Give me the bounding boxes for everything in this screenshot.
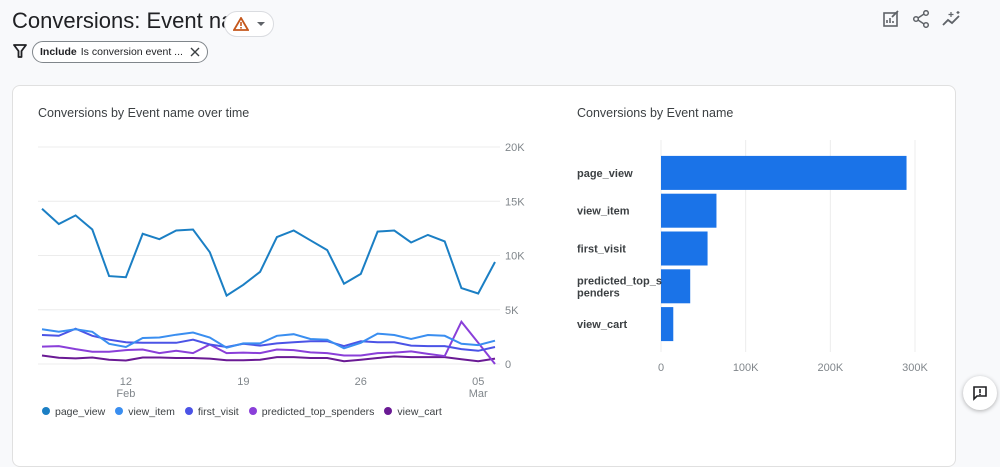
legend-item-page_view[interactable]: page_view	[42, 406, 105, 418]
legend-item-view_cart[interactable]: view_cart	[384, 406, 442, 418]
edit-report-icon[interactable]	[882, 10, 900, 28]
x-tick-sublabel: Feb	[116, 388, 135, 400]
series-line-view_cart	[41, 354, 496, 363]
close-icon[interactable]	[187, 47, 201, 57]
series-line-predicted_top_spenders	[41, 319, 496, 365]
line-chart-title: Conversions by Event name over time	[38, 106, 250, 120]
legend-dot	[248, 407, 257, 415]
feedback-icon	[973, 386, 987, 401]
y-tick-label: 15K	[505, 196, 525, 208]
filter-chip-text: Is conversion event ...	[80, 46, 183, 58]
filter-chip-bold: Include	[40, 46, 77, 58]
x-tick-label: 19	[237, 376, 249, 388]
series-line-first_visit	[41, 327, 496, 352]
filter-chip[interactable]: Include Is conversion event ...	[32, 41, 208, 63]
bar-chart-title: Conversions by Event name	[577, 106, 734, 120]
legend-item-predicted_top_spenders[interactable]: predicted_top_spenders	[248, 406, 375, 418]
legend-dot	[115, 407, 124, 415]
y-tick-label: 20K	[505, 142, 525, 154]
series-line-page_view	[41, 208, 496, 298]
caret-down-icon	[257, 21, 265, 26]
legend-dot	[42, 407, 50, 415]
y-tick-label: 5K	[505, 305, 519, 317]
legend-label: view_item	[128, 406, 175, 418]
filter-icon[interactable]	[13, 44, 27, 58]
legend-item-first_visit[interactable]: first_visit	[184, 406, 239, 418]
legend-item-view_item[interactable]: view_item	[115, 406, 175, 418]
legend-label: predicted_top_spenders	[261, 406, 375, 418]
legend-label: view_cart	[397, 406, 442, 418]
series-line-view_item	[41, 328, 496, 350]
x-tick-sublabel: Mar	[469, 388, 488, 400]
legend-label: first_visit	[197, 406, 239, 418]
page-title: Conversions: Event name	[12, 8, 264, 33]
warning-triangle-icon	[233, 17, 249, 31]
line-chart-legend: page_view view_item first_visit predicted_t…	[42, 406, 442, 418]
feedback-button[interactable]	[963, 376, 997, 410]
legend-dot	[184, 407, 193, 415]
share-icon[interactable]	[912, 10, 930, 28]
insights-icon[interactable]	[942, 10, 962, 28]
x-tick-label: 12	[120, 376, 132, 388]
chart-card	[12, 85, 956, 467]
y-tick-label: 0	[505, 359, 511, 371]
legend-label: page_view	[55, 406, 106, 418]
legend-dot	[384, 407, 393, 415]
x-tick-label: 05	[472, 376, 484, 388]
x-tick-label: 26	[355, 376, 367, 388]
y-tick-label: 10K	[505, 251, 525, 263]
warning-dropdown-button[interactable]	[224, 11, 274, 37]
